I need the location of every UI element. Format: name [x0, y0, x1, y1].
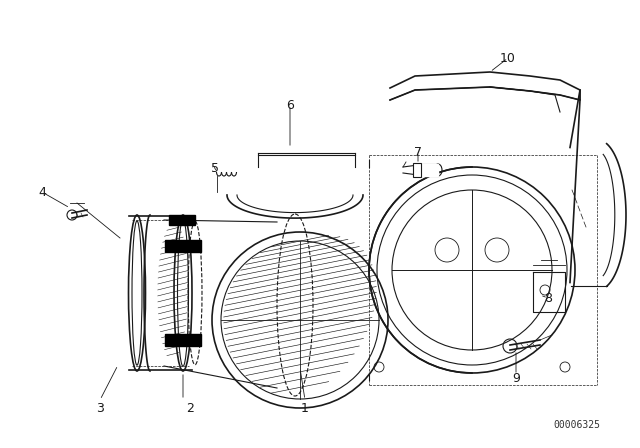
Polygon shape	[165, 334, 201, 346]
Polygon shape	[165, 240, 201, 252]
Text: 10: 10	[500, 52, 516, 65]
Bar	[413, 163, 421, 177]
Text: 3: 3	[96, 401, 104, 414]
Text: 9: 9	[512, 371, 520, 384]
Text: 2: 2	[186, 401, 194, 414]
Text: 8: 8	[544, 292, 552, 305]
Text: 7: 7	[414, 146, 422, 159]
Polygon shape	[418, 164, 438, 176]
Text: 6: 6	[286, 99, 294, 112]
Text: 00006325: 00006325	[553, 420, 600, 430]
Text: 1: 1	[301, 401, 309, 414]
Text: 5: 5	[211, 161, 219, 175]
Text: 4: 4	[38, 185, 46, 198]
Polygon shape	[169, 215, 195, 225]
